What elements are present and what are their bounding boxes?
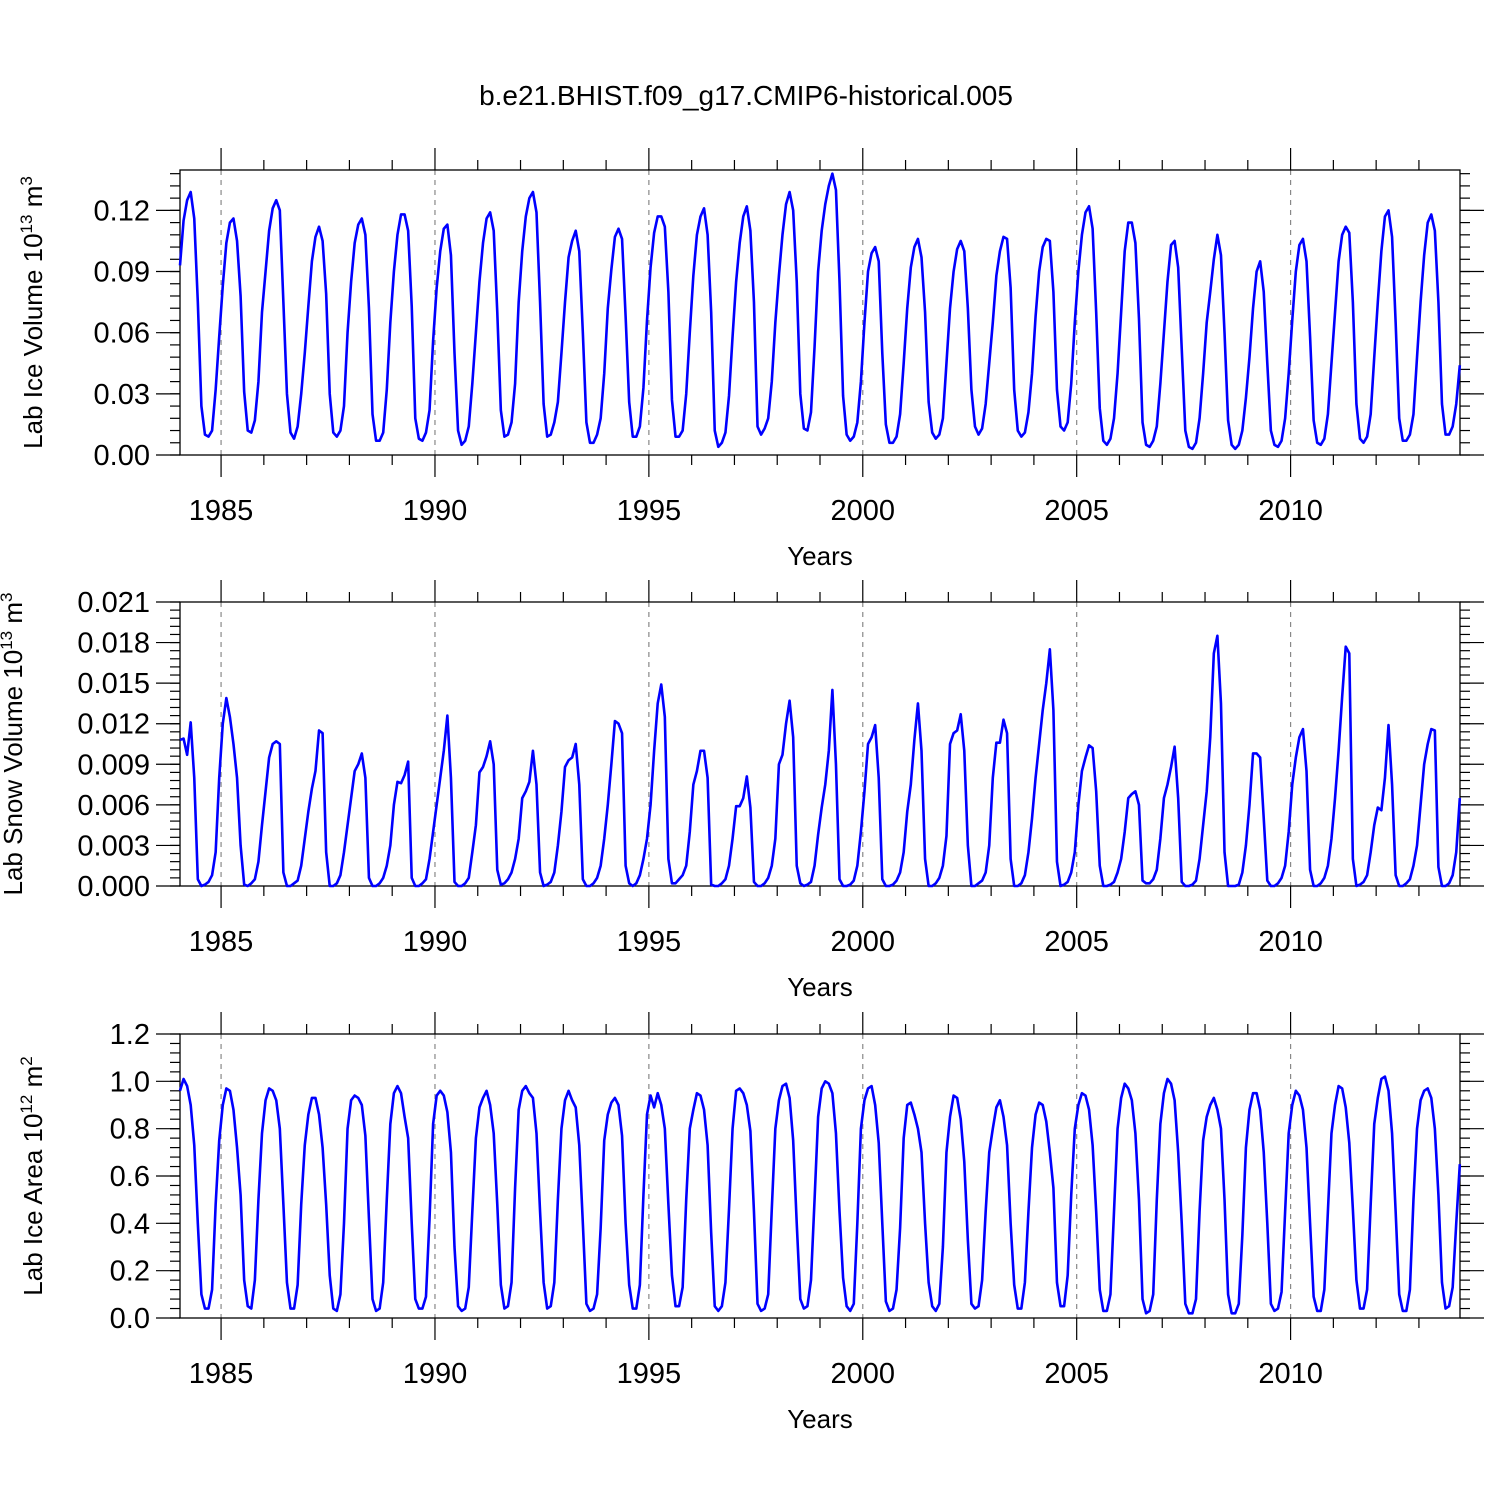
y-axis-label: Lab Ice Volume 1013 m3: [17, 176, 48, 449]
series-line: [179, 634, 1462, 888]
x-tick-label: 1985: [189, 1358, 254, 1390]
chart-panel-1: 1985 1990 1995 2000 2005 2010 0.00 0.03 0.06 0.09…: [17, 148, 1484, 571]
x-tick-label: 2010: [1258, 495, 1323, 527]
x-tick-label: 2000: [831, 495, 896, 527]
y-tick-label: 0.009: [77, 749, 150, 781]
x-axis-label: Years: [787, 972, 853, 1002]
y-tick-label: 1.0: [110, 1066, 150, 1098]
chart-panel-2: 1985 1990 1995 2000 2005 2010 0.000 0.003 0.006 0…: [0, 580, 1484, 1002]
x-tick-label: 2010: [1258, 1358, 1323, 1390]
x-tick-label: 2005: [1044, 926, 1109, 958]
figure-title: b.e21.BHIST.f09_g17.CMIP6-historical.005: [479, 80, 1013, 111]
y-tick-label: 0.00: [94, 440, 150, 472]
y-tick-label: 0.018: [77, 628, 150, 660]
x-tick-label: 1990: [403, 1358, 468, 1390]
series-line: [178, 172, 1462, 451]
y-tick-label: 0.03: [94, 379, 150, 411]
x-tick-label: 2000: [831, 1358, 896, 1390]
x-tick-label: 1990: [403, 926, 468, 958]
y-axis-label: Lab Ice Area 1012 m2: [17, 1056, 48, 1295]
y-tick-label: 0.021: [77, 587, 150, 619]
y-tick-label: 0.2: [110, 1256, 150, 1288]
y-axis-label: Lab Snow Volume 1013 m3: [0, 592, 28, 895]
chart-panel-3: 1985 1990 1995 2000 2005 2010 0.0 0.2 0.4 0.6 0.8 1…: [17, 1012, 1484, 1434]
y-tick-label: 0.12: [94, 195, 150, 227]
y-tick-label: 0.012: [77, 709, 150, 741]
y-tick-label: 0.015: [77, 668, 150, 700]
y-tick-label: 0.06: [94, 318, 150, 350]
y-tick-label: 0.0: [110, 1303, 150, 1335]
y-tick-label: 1.2: [110, 1019, 150, 1051]
x-tick-label: 1995: [617, 1358, 682, 1390]
x-tick-label: 1985: [189, 495, 254, 527]
y-tick-label: 0.000: [77, 871, 150, 903]
y-tick-label: 0.8: [110, 1114, 150, 1146]
y-tick-label: 0.006: [77, 790, 150, 822]
x-axis-label: Years: [787, 1404, 853, 1434]
x-tick-label: 2005: [1044, 495, 1109, 527]
x-tick-label: 1995: [617, 926, 682, 958]
x-tick-label: 2005: [1044, 1358, 1109, 1390]
x-tick-label: 1990: [403, 495, 468, 527]
y-tick-label: 0.4: [110, 1208, 150, 1240]
x-tick-label: 2000: [831, 926, 896, 958]
x-tick-label: 2010: [1258, 926, 1323, 958]
x-tick-label: 1985: [189, 926, 254, 958]
x-tick-label: 1995: [617, 495, 682, 527]
y-tick-label: 0.6: [110, 1161, 150, 1193]
x-axis-label: Years: [787, 541, 853, 571]
y-tick-label: 0.09: [94, 257, 150, 289]
y-tick-label: 0.003: [77, 830, 150, 862]
series-line: [178, 1075, 1462, 1315]
plot-frame: [179, 601, 1461, 887]
